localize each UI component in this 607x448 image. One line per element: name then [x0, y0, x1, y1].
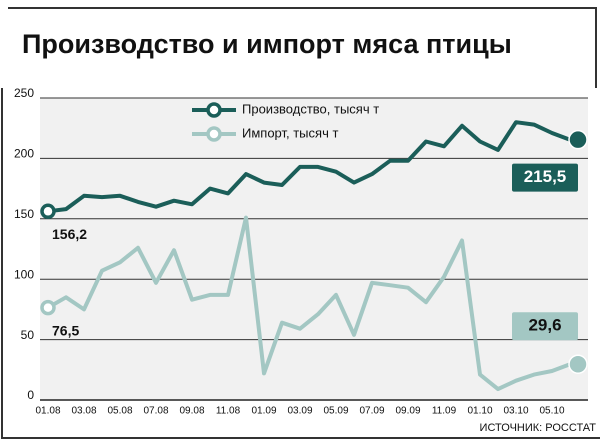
legend-marker — [206, 102, 222, 118]
y-tick-label: 150 — [14, 207, 34, 221]
y-tick-label: 50 — [21, 328, 35, 342]
y-tick-label: 100 — [14, 267, 34, 281]
y-tick-label: 250 — [14, 86, 34, 100]
x-tick-label: 09.09 — [395, 406, 420, 417]
x-tick-label: 03.08 — [71, 406, 96, 417]
end-marker — [568, 129, 588, 150]
x-tick-label: 05.08 — [107, 406, 132, 417]
x-tick-label: 03.09 — [287, 406, 312, 417]
x-tick-label: 01.08 — [35, 406, 60, 417]
value-label: 156,2 — [52, 226, 87, 242]
x-tick-label: 05.09 — [323, 406, 348, 417]
x-tick-label: 01.09 — [251, 406, 276, 417]
chart-title: Производство и импорт мяса птицы — [22, 29, 512, 59]
y-tick-label: 200 — [14, 147, 34, 161]
frame — [1, 88, 600, 439]
x-tick-label: 11.08 — [216, 406, 241, 417]
x-tick-label: 01.10 — [467, 406, 492, 417]
x-tick-label: 09.08 — [179, 406, 204, 417]
series-line — [47, 215, 571, 392]
value-label: 29,6 — [528, 316, 561, 335]
series-line — [47, 120, 571, 214]
start-marker — [40, 299, 56, 316]
legend-marker — [206, 126, 222, 142]
y-tick-label: 0 — [27, 388, 34, 402]
value-label: 215,5 — [524, 167, 567, 186]
source: ИСТОЧНИК: РОССТАТ — [480, 422, 597, 434]
legend-label: Импорт, тысяч т — [242, 125, 338, 140]
x-tick-label: 07.09 — [359, 406, 384, 417]
title-frame — [8, 7, 597, 88]
x-tick-label: 03.10 — [503, 406, 528, 417]
end-marker — [568, 354, 588, 374]
value-label: 76,5 — [52, 322, 79, 338]
value-label-box — [512, 163, 578, 192]
start-marker — [40, 203, 56, 220]
legend-label: Производство, тысяч т — [242, 101, 379, 116]
x-tick-label: 05.10 — [539, 406, 564, 417]
x-tick-label: 07.08 — [143, 406, 168, 417]
x-tick-label: 11.09 — [432, 406, 457, 417]
plot-area — [40, 98, 588, 400]
value-label-box — [512, 312, 578, 341]
